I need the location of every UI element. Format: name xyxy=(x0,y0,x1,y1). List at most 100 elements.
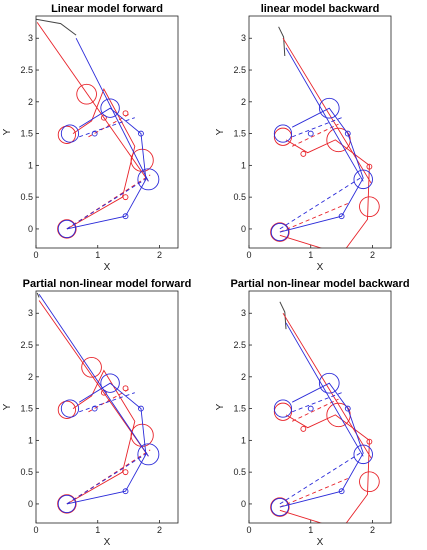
red-segment-1 xyxy=(66,88,136,230)
blue-joint-4 xyxy=(138,130,144,137)
y-tick-label: 2 xyxy=(241,372,246,382)
x-tick-label: 1 xyxy=(308,525,313,535)
x-tick-label: 2 xyxy=(370,525,375,535)
red-joint-6 xyxy=(57,400,76,419)
plot-area xyxy=(36,18,160,239)
y-tick-label: 2.5 xyxy=(233,65,246,75)
red-joint-5 xyxy=(300,151,307,157)
blue-joint-4 xyxy=(344,405,351,412)
blue-joint-4 xyxy=(344,130,351,137)
y-tick-label: 2.5 xyxy=(233,340,246,350)
x-tick-label: 0 xyxy=(246,525,251,535)
y-tick-label: 1 xyxy=(28,435,33,445)
blue-dashed-1 xyxy=(79,117,135,138)
blue-segment-0 xyxy=(285,322,364,457)
red-joint-3 xyxy=(122,194,129,201)
red-dashed-1 xyxy=(292,398,339,422)
red-joint-4 xyxy=(366,163,373,170)
blue-joint-1 xyxy=(100,98,120,118)
x-axis-label: X xyxy=(317,262,324,273)
x-tick-label: 2 xyxy=(157,525,162,535)
red-joint-3 xyxy=(339,527,344,532)
axes-box xyxy=(35,15,179,249)
x-tick-label: 1 xyxy=(95,250,100,260)
red-joint-5 xyxy=(122,110,129,117)
blue-dashed-0 xyxy=(66,452,148,505)
red-joint-0 xyxy=(57,494,77,514)
blue-joint-0 xyxy=(57,494,76,514)
y-tick-label: 1 xyxy=(241,160,246,170)
y-axis-label: Y xyxy=(215,128,226,135)
red-segment-1 xyxy=(66,369,136,505)
chart-nonlinear-backward: Partial non-linear model backward 0 1 2 0 0.5… xyxy=(215,278,410,548)
blue-joint-0 xyxy=(270,498,289,517)
red-joint-5 xyxy=(300,426,307,432)
blue-joint-3 xyxy=(122,488,129,495)
blue-joint-1 xyxy=(318,372,340,394)
red-joint-5 xyxy=(122,385,129,392)
red-joint-1 xyxy=(76,83,97,105)
chart-title: Partial non-linear model forward xyxy=(23,278,192,290)
red-segment-1 xyxy=(279,139,370,248)
blue-joint-2 xyxy=(137,168,160,191)
trajectory-curve xyxy=(36,18,77,36)
y-tick-label: 1.5 xyxy=(233,404,246,414)
y-tick-label: 0 xyxy=(241,224,246,234)
y-tick-label: 1.5 xyxy=(233,129,246,139)
y-tick-label: 0 xyxy=(28,499,33,509)
blue-dashed-0 xyxy=(66,177,148,230)
red-joint-0 xyxy=(270,222,290,242)
blue-joint-2 xyxy=(353,444,373,465)
blue-joint-0 xyxy=(270,223,289,242)
red-dashed-0 xyxy=(279,478,348,508)
x-axis-label: X xyxy=(104,262,111,273)
red-joint-4 xyxy=(366,438,373,445)
blue-joint-5 xyxy=(91,405,98,412)
y-axis-label: Y xyxy=(2,403,13,410)
blue-joint-0 xyxy=(57,219,76,239)
axes-box xyxy=(248,290,392,524)
y-tick-label: 0.5 xyxy=(20,467,33,477)
red-joint-6 xyxy=(273,402,293,421)
chart-panel-2: linear model backward 0 1 2 0 0.5 1 1.5 2 2.5 3 X Y xyxy=(213,0,426,275)
red-segment-0 xyxy=(38,300,149,457)
trajectory-curve xyxy=(279,301,287,330)
blue-segment-1 xyxy=(279,107,364,233)
trajectory-curve xyxy=(278,26,286,57)
chart-title: Linear model forward xyxy=(51,3,163,15)
x-tick-label: 1 xyxy=(95,525,100,535)
red-joint-6 xyxy=(57,125,76,144)
y-tick-label: 3 xyxy=(241,33,246,43)
red-joint-1 xyxy=(81,356,102,378)
red-segment-1 xyxy=(279,414,370,523)
x-tick-label: 1 xyxy=(308,250,313,260)
blue-joint-6 xyxy=(60,124,80,143)
plot-area xyxy=(270,301,380,532)
y-tick-label: 0.5 xyxy=(233,192,246,202)
y-axis-label: Y xyxy=(215,403,226,410)
red-segment-0 xyxy=(282,37,372,184)
blue-joint-5 xyxy=(307,405,314,412)
blue-segment-0 xyxy=(285,47,364,182)
y-tick-label: 2 xyxy=(241,97,246,107)
y-tick-label: 1.5 xyxy=(20,404,33,414)
blue-joint-3 xyxy=(122,213,129,220)
x-tick-label: 2 xyxy=(370,250,375,260)
chart-linear-backward: linear model backward 0 1 2 0 0.5 1 1.5 2 2.5 3 X Y xyxy=(215,3,392,273)
chart-panel-1: Linear model forward 0 1 2 0 0.5 1 1.5 2 2.5 3 X Y xyxy=(0,0,213,275)
y-tick-label: 1.5 xyxy=(20,129,33,139)
y-tick-label: 1 xyxy=(28,160,33,170)
axes-box xyxy=(35,290,179,524)
chart-title: linear model backward xyxy=(261,3,380,15)
red-joint-0 xyxy=(57,219,77,239)
blue-segment-1 xyxy=(279,382,364,508)
red-joint-6 xyxy=(273,127,293,146)
chart-panel-3: Partial non-linear model forward 0 1 2 0 0.5 1… xyxy=(0,275,213,550)
blue-joint-3 xyxy=(338,213,345,220)
y-tick-label: 2.5 xyxy=(20,340,33,350)
y-tick-label: 2 xyxy=(28,372,33,382)
y-tick-label: 0.5 xyxy=(20,192,33,202)
chart-panel-4: Partial non-linear model backward 0 1 2 0 0.5… xyxy=(213,275,426,550)
plot-area xyxy=(36,292,160,514)
blue-joint-2 xyxy=(137,443,160,466)
